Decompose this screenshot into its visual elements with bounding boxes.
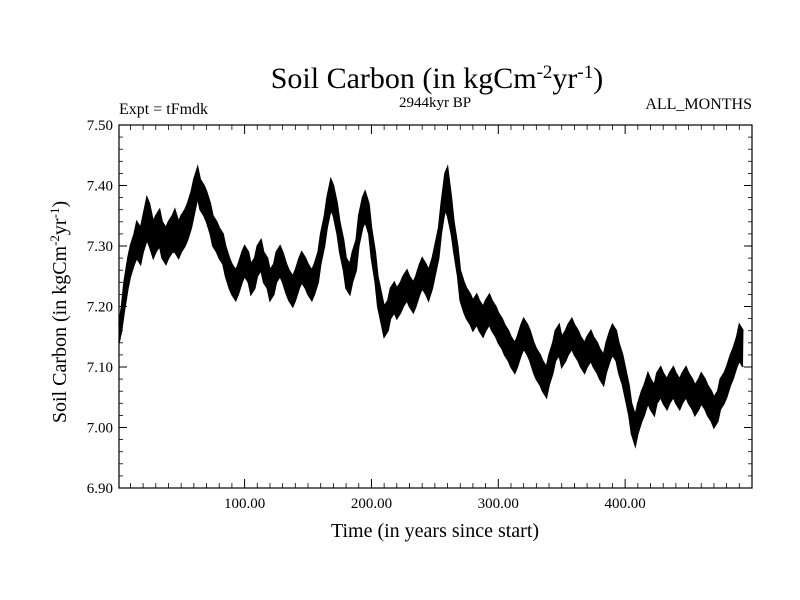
y-tick-label-2: 7.10 [87, 360, 113, 376]
y-tick-label-5: 7.40 [87, 179, 113, 195]
series-0-lower-line [118, 197, 744, 449]
y-tick-label-1: 7.00 [87, 421, 113, 437]
plot-frame [118, 124, 753, 489]
y-tick-label-3: 7.20 [87, 300, 113, 316]
subtitle-label: 2944kyr BP [399, 95, 471, 111]
x-axis-label: Time (in years since start) [331, 520, 539, 542]
chart-title-sup1: -2 [537, 62, 553, 83]
chart-title-main: Soil Carbon (in kgCm [271, 62, 537, 95]
series-0-band [118, 167, 744, 445]
y-axis-label-sup1: -2 [47, 235, 62, 246]
x-tick-label-2: 300.00 [478, 496, 519, 512]
x-tick-label-1: 200.00 [351, 496, 392, 512]
chart-title-mid: yr [552, 62, 577, 95]
y-axis-label-mid: yr [49, 218, 71, 235]
y-tick-label-0: 6.90 [87, 481, 113, 497]
period-label: ALL_MONTHS [645, 96, 752, 113]
y-axis-label-end: ) [49, 201, 71, 208]
chart-title-sup2: -1 [577, 62, 593, 83]
series-0 [118, 164, 744, 449]
x-tick-label-0: 100.00 [224, 496, 265, 512]
x-tick-label-3: 400.00 [605, 496, 646, 512]
y-tick-label-4: 7.30 [87, 239, 113, 255]
series-0-upper-line [118, 164, 744, 419]
y-axis-label-main: Soil Carbon (in kgCm [49, 245, 71, 423]
chart-title: Soil Carbon (in kgCm-2yr-1) [271, 62, 604, 96]
y-tick-label-6: 7.50 [87, 118, 113, 134]
y-axis-label-sup2: -1 [47, 208, 62, 219]
y-axis-label: Soil Carbon (in kgCm-2yr-1) [47, 201, 72, 423]
tick-layer: 6.90 7.00 7.10 7.20 7.30 7.40 7.50 100.00 200.00… [87, 118, 752, 512]
data-layer [118, 164, 744, 449]
experiment-label: Expt = tFmdk [119, 101, 208, 118]
chart-title-end: ) [593, 62, 603, 95]
